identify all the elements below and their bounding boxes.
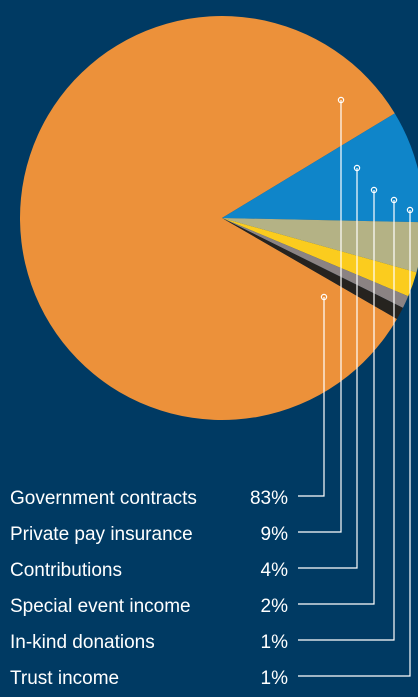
legend-label-in-kind-donations: In-kind donations <box>10 632 155 653</box>
leader-line-contributions <box>298 168 358 569</box>
leader-lines <box>298 96 414 677</box>
pie-slice-contributions <box>222 218 418 273</box>
legend-value-special-event-income: 2% <box>261 596 289 617</box>
leader-dot-government-contracts <box>320 293 328 301</box>
leader-line-special-event-income <box>298 190 375 605</box>
leader-line-trust-income <box>298 210 411 677</box>
legend-value-in-kind-donations: 1% <box>261 632 289 653</box>
leader-dot-special-event-income <box>370 186 378 194</box>
pie-slice-special-event-income <box>222 218 417 297</box>
legend-label-private-pay-insurance: Private pay insurance <box>10 524 193 545</box>
leader-dot-in-kind-donations <box>390 196 398 204</box>
pie-slices <box>19 16 418 421</box>
leader-dot-private-pay-insurance <box>337 96 345 104</box>
pie-slice-government-contracts <box>19 16 397 421</box>
pie-slice-trust-income <box>222 218 403 319</box>
legend-value-private-pay-insurance: 9% <box>261 524 289 545</box>
leader-line-private-pay-insurance <box>298 100 342 533</box>
legend: Government contracts 83% Private pay ins… <box>10 488 288 689</box>
leader-dot-contributions <box>353 164 361 172</box>
legend-value-contributions: 4% <box>261 560 289 581</box>
legend-label-special-event-income: Special event income <box>10 596 191 617</box>
leader-line-government-contracts <box>298 297 325 497</box>
leader-dot-trust-income <box>406 206 414 214</box>
leader-line-in-kind-donations <box>298 200 395 641</box>
legend-label-contributions: Contributions <box>10 560 122 581</box>
legend-label-government-contracts: Government contracts <box>10 488 197 509</box>
legend-label-trust-income: Trust income <box>10 668 119 689</box>
legend-value-government-contracts: 83% <box>250 488 288 509</box>
pie-slice-private-pay-insurance <box>222 113 418 223</box>
pie-slice-in-kind-donations <box>222 218 409 308</box>
legend-value-trust-income: 1% <box>261 668 289 689</box>
